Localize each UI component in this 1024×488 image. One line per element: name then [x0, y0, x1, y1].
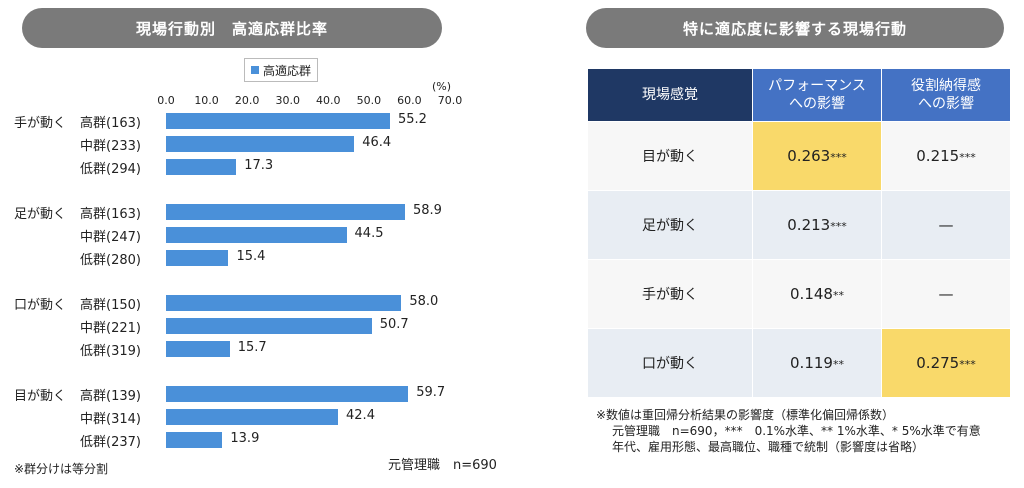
significance-mark: ** — [832, 358, 844, 371]
significance-mark: *** — [830, 151, 847, 164]
coefficient-cell: 0.263*** — [752, 121, 882, 191]
x-tick-label: 10.0 — [194, 94, 219, 107]
bar — [166, 159, 237, 175]
row-label: 足が動く — [587, 190, 753, 260]
table-row: 目が動く 0.263*** 0.215*** — [587, 121, 1011, 191]
header-cell: 役割納得感 への影響 — [881, 68, 1011, 122]
data-label: 15.7 — [237, 340, 267, 355]
bar — [166, 204, 405, 220]
footnote-line: ※数値は重回帰分析結果の影響度（標準化偏回帰係数） — [596, 408, 895, 422]
right-table-title: 特に適応度に影響する現場行動 — [586, 8, 1004, 48]
category-label: 高群(163) — [80, 207, 141, 222]
category-label: 中群(314) — [80, 412, 141, 427]
bar — [166, 250, 229, 266]
row-label: 目が動く — [587, 121, 753, 191]
category-label: 低群(237) — [80, 435, 141, 450]
significance-mark: *** — [959, 151, 976, 164]
legend-label: 高適応群 — [263, 63, 312, 78]
coefficient-cell: 0.119** — [752, 328, 882, 398]
data-label: 55.2 — [397, 112, 427, 127]
data-label: 58.9 — [412, 203, 442, 218]
table-row: 足が動く 0.213*** — — [587, 190, 1011, 260]
data-label: 46.4 — [362, 135, 392, 150]
category-label: 低群(294) — [80, 162, 141, 177]
group-label: 目が動く — [14, 389, 67, 404]
left-sample-size: 元管理職 n=690 — [388, 458, 497, 473]
group-label: 足が動く — [14, 207, 67, 222]
bar — [166, 386, 409, 402]
bar — [166, 113, 390, 129]
category-label: 高群(139) — [80, 389, 141, 404]
left-chart-title: 現場行動別 高適応群比率 — [22, 8, 442, 48]
impact-table: 現場感覚 パフォーマンス への影響 役割納得感 への影響 目が動く 0.263*** 0… — [587, 68, 1011, 398]
group-label: 手が動く — [14, 116, 67, 131]
category-label: 中群(247) — [80, 230, 141, 245]
x-tick-label: 0.0 — [157, 94, 175, 107]
row-label: 手が動く — [587, 259, 753, 329]
significance-mark: *** — [830, 220, 847, 233]
x-tick-label: 30.0 — [275, 94, 300, 107]
category-label: 中群(221) — [80, 321, 141, 336]
bar — [166, 341, 230, 357]
table-row: 手が動く 0.148** — — [587, 259, 1011, 329]
legend-swatch — [251, 66, 259, 74]
data-label: 50.7 — [379, 317, 409, 332]
coefficient-cell: 0.275*** — [881, 328, 1011, 398]
bar — [166, 432, 223, 448]
coefficient-cell: 0.148** — [752, 259, 882, 329]
bar — [166, 227, 347, 243]
data-label: 17.3 — [244, 158, 274, 173]
table-row: 口が動く 0.119** 0.275*** — [587, 328, 1011, 398]
bar — [166, 136, 355, 152]
category-label: 高群(163) — [80, 116, 141, 131]
x-tick-label: 40.0 — [316, 94, 341, 107]
x-tick-label: 20.0 — [234, 94, 260, 107]
coefficient-cell: — — [881, 259, 1011, 329]
coefficient-cell: 0.215*** — [881, 121, 1011, 191]
left-footnote: ※群分けは等分割 — [14, 462, 109, 476]
data-label: 42.4 — [346, 408, 375, 423]
x-tick-label: 50.0 — [356, 94, 382, 107]
data-label: 15.4 — [236, 249, 266, 264]
data-label: 59.7 — [416, 385, 446, 400]
x-tick-label: 70.0 — [437, 94, 463, 107]
row-label: 口が動く — [587, 328, 753, 398]
footnote-line: 元管理職 n=690，*** 0.1%水準、** 1%水準、* 5%水準で有意 — [612, 424, 981, 438]
bar — [166, 409, 339, 425]
coefficient-cell: 0.213*** — [752, 190, 882, 260]
legend: 高適応群 — [244, 58, 319, 82]
category-label: 中群(233) — [80, 139, 141, 154]
category-label: 高群(150) — [80, 298, 141, 313]
header-cell: 現場感覚 — [587, 68, 753, 122]
data-label: 58.0 — [409, 294, 439, 309]
category-label: 低群(319) — [80, 344, 141, 359]
footnote-line: 年代、雇用形態、最高職位、職種で統制（影響度は省略） — [612, 440, 925, 454]
significance-mark: ** — [832, 289, 844, 302]
bar — [166, 318, 372, 334]
group-label: 口が動く — [14, 298, 67, 313]
axis-unit-label: (%) — [432, 80, 452, 93]
x-tick-label: 60.0 — [397, 94, 422, 107]
significance-mark: *** — [959, 358, 976, 371]
data-label: 13.9 — [230, 431, 260, 446]
bar — [166, 295, 402, 311]
data-label: 44.5 — [354, 226, 384, 241]
coefficient-cell: — — [881, 190, 1011, 260]
header-cell: パフォーマンス への影響 — [752, 68, 882, 122]
category-label: 低群(280) — [80, 253, 141, 268]
